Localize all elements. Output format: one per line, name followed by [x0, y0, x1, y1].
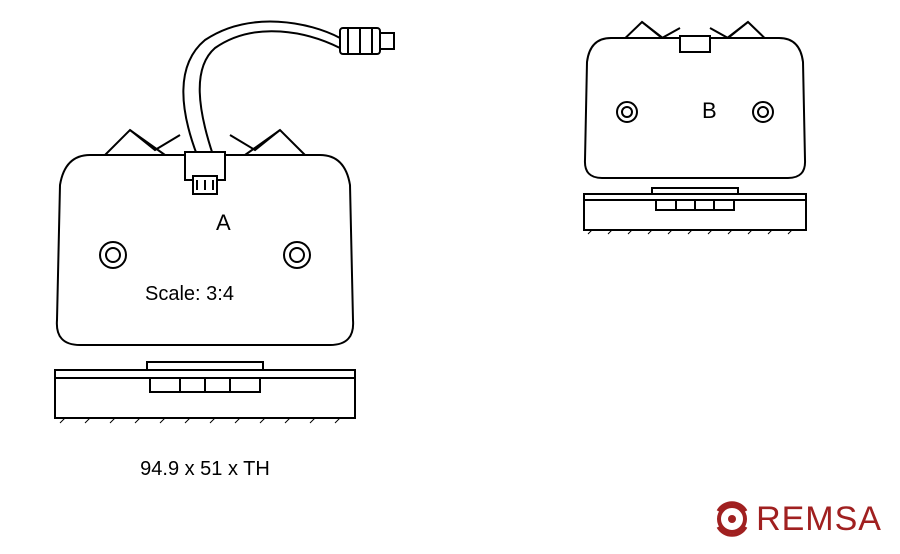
pad-a-scale-text: Scale: 3:4: [145, 283, 234, 305]
diagram-svg: A Scale: 3:4: [0, 0, 900, 549]
pad-a-dimension: 94.9 x 51 x TH: [140, 458, 270, 480]
pad-a-label: A: [216, 210, 231, 235]
pad-a-side-view: [55, 362, 355, 423]
pad-a-group: A Scale: 3:4: [55, 22, 394, 480]
technical-drawing: A Scale: 3:4: [0, 0, 900, 549]
pad-b-group: B: [584, 22, 806, 234]
pad-a-sensor: [183, 22, 394, 155]
pad-b-label: B: [702, 98, 717, 123]
brand-text: REMSA: [756, 500, 882, 539]
pad-b-side-view: [584, 188, 806, 234]
brand-logo: REMSA: [712, 499, 882, 539]
pad-b-notch: [680, 36, 710, 52]
brand-icon: [712, 499, 752, 539]
